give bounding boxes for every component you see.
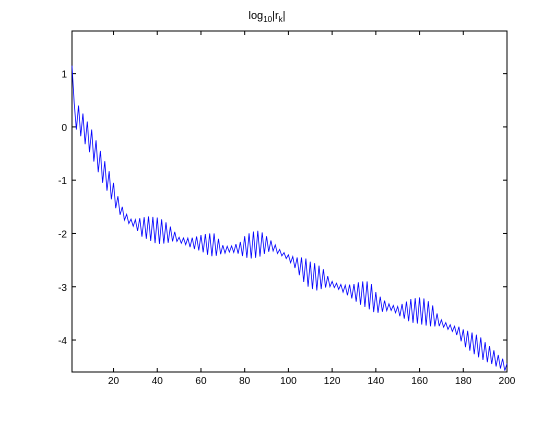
x-tick-label: 20 xyxy=(108,376,120,387)
x-tick-label: 60 xyxy=(195,376,207,387)
x-tick-label: 140 xyxy=(368,376,385,387)
y-tick-label: -1 xyxy=(58,176,67,187)
svg-text:log10|rk|: log10|rk| xyxy=(249,10,286,24)
y-tick-label: 1 xyxy=(61,70,67,81)
chart-title: log10|rk| xyxy=(249,10,286,24)
x-tick-label: 100 xyxy=(280,376,297,387)
y-tick-label: 0 xyxy=(61,123,67,134)
x-tick-label: 200 xyxy=(499,376,516,387)
axis-ticks: 20 40 60 80 100 120 140 160 180 200 1 0 -1 -2 -3 -4 xyxy=(58,31,516,387)
title-end: | xyxy=(283,10,286,22)
x-tick-label: 180 xyxy=(455,376,472,387)
series-line xyxy=(71,65,508,371)
x-tick-label: 160 xyxy=(411,376,428,387)
x-tick-label: 40 xyxy=(152,376,164,387)
y-tick-label: -2 xyxy=(58,229,67,240)
plot-area xyxy=(71,30,508,373)
y-tick-label: -3 xyxy=(58,283,67,294)
title-subscript-k: k xyxy=(279,15,284,24)
x-tick-label: 120 xyxy=(324,376,341,387)
title-base: log xyxy=(249,10,264,22)
y-tick-label: -4 xyxy=(58,336,67,347)
x-tick-label: 80 xyxy=(239,376,251,387)
title-mid: |r xyxy=(272,10,279,22)
series-layer xyxy=(71,65,508,371)
title-subscript: 10 xyxy=(263,15,272,24)
